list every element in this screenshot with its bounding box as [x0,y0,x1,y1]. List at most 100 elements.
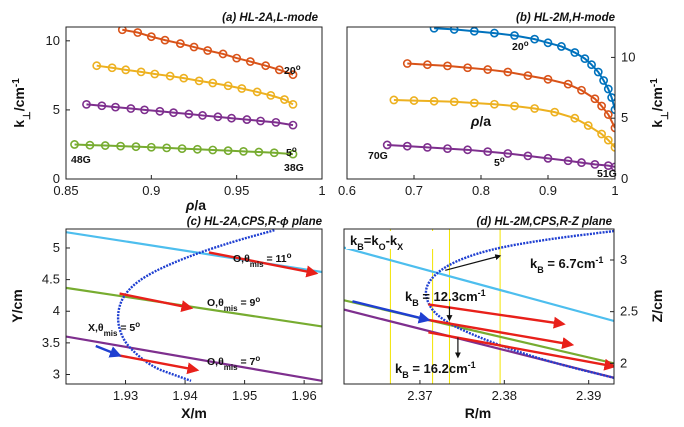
panel-b-series-point [523,71,533,81]
panel-b-series-point [543,38,553,48]
panel-d-label-kb-def: kB=kO-kX [350,233,403,252]
panel-a-series-point [70,140,79,149]
panel-d-xlabel: R/m [465,405,491,421]
panel-b: (b) HL-2M,H-mode 0.6 0.7 0.8 0.9 10 5 10 ρ/a k… [338,12,671,198]
panel-a-label-20deg: 20o [284,63,301,78]
panel-b-series-point [597,129,606,139]
panel-b-series-point [510,101,519,111]
panel-b-series-point [402,141,412,151]
panel-b-series-point [409,96,419,105]
panel-a-series-line [96,64,294,106]
panel-b-xtick-label: 1 [611,183,618,198]
panel-b-xtick-label: 0.9 [539,183,557,198]
panel-d-arrow [428,331,614,371]
panel-b-series-point [543,153,553,163]
panel-a-series-point [184,109,194,119]
panel-b-series-point [580,54,590,64]
panel-a-series-point [131,142,141,152]
panel-b-series-point [382,140,392,150]
panel-b-series-point [610,123,615,133]
panel-a-xtick-label: 0.9 [142,183,160,198]
panel-a-series-point [288,120,298,130]
panel-b-series-point [530,104,539,113]
panel-d-xtick-label: 2.39 [576,388,601,403]
panel-a-series-point [245,57,255,66]
panel-c-arrow [119,354,200,375]
panel-b-marks [382,27,615,172]
panel-d-arrow [428,303,566,329]
panel-a-xlabel: ρ/a [185,197,206,213]
panel-c-label-o7: O,θmis = 7o [207,354,260,372]
panel-a-series-point [136,67,146,77]
panel-b-series-point [587,60,596,70]
panel-b-series-point [570,48,580,57]
panel-b-series-point [449,27,459,34]
panel-a-series-point [116,141,126,151]
panel-a-series-point [288,99,298,109]
panel-b-series-point [563,79,573,89]
panel-c-ray-line [66,335,322,382]
panel-b-frame [346,26,616,180]
panel-b-series-point [590,160,600,169]
panel-b-series-point [422,60,432,70]
panel-b-series-point [449,97,459,107]
panel-a-series-point [177,144,187,153]
panel-a-series-point [194,76,204,86]
panel-a-series-point [175,39,185,48]
panel-b-series-point [590,94,600,104]
panel-a-xtick-label: 0.95 [224,183,249,198]
panel-a-series-point [179,73,189,83]
panel-c-marks [66,229,322,382]
panel-c-xtick-label: 1.93 [113,388,138,403]
panel-b-series-point [557,42,566,51]
panel-d-label-box [346,231,436,249]
panel-c-label-o9: O,θmis = 9o [207,295,260,313]
panel-c-frame [65,228,323,385]
panel-a-series-point [269,148,279,158]
panel-a-series-point [97,101,107,111]
panel-b-series-point [422,142,432,152]
panel-d: (d) HL-2M,CPS,R-Z plane 2.37 2.38 2.39 2 2.5… [343,216,665,421]
panel-a-series-point [160,35,170,45]
panel-b-series-point [583,121,593,130]
panel-a-series-point [223,81,233,91]
panel-d-arrow [445,254,502,271]
panel-a-series-point [280,95,289,104]
panel-b-series-point [599,76,609,85]
panel-a-series-point [232,53,242,63]
panel-b-series-line [393,98,615,149]
panel-b-series-point [503,149,513,158]
panel-a-series-point [266,91,276,100]
panel-a-marks [70,27,298,159]
panel-d-label-kb123: kB = 12.3cm-1 [405,288,486,308]
panel-b-series-point [469,98,479,108]
panel-c-cutoff-curve [116,229,275,382]
panel-a-series-point [111,102,120,112]
panel-b-ylabel: k⊥/cm-1 [649,78,671,128]
panel-a-title: (a) HL-2A,L-mode [222,12,318,24]
panel-a-series-point [274,65,284,75]
panel-c-xtick-label: 1.96 [291,388,316,403]
panel-b-ticks: 0.6 0.7 0.8 0.9 10 5 10 [338,49,636,198]
panel-b-series-point [389,95,399,105]
panel-b-label-20deg: 20o [512,39,529,54]
panel-b-series-point [593,67,603,77]
panel-c-ytick-label: 3 [53,367,60,382]
panel-b-xtick-label: 0.8 [472,183,490,198]
panel-d-ytick-label: 2 [620,355,627,370]
panel-a-label-48g: 48G [71,154,91,166]
panel-a-series-point [261,61,271,71]
panel-a-label-38g: 38G [284,162,304,174]
panel-c-arrow [208,251,319,278]
panel-b-xtick-label: 0.7 [405,183,423,198]
panel-a-ylabel: k⊥/cm-1 [11,78,33,128]
panel-a-series-point [162,143,172,153]
panel-c-label-x5: X,θmis = 5o [88,320,140,338]
panel-a-series-point [146,32,156,42]
panel-b-series-point [530,34,539,44]
panel-a-ytick-label: 10 [46,33,60,48]
panel-b-series-point [577,158,586,167]
panel-b-series-point [443,61,452,71]
panel-b-ytick-label: 5 [621,110,628,125]
panel-a-series-point [271,117,281,127]
